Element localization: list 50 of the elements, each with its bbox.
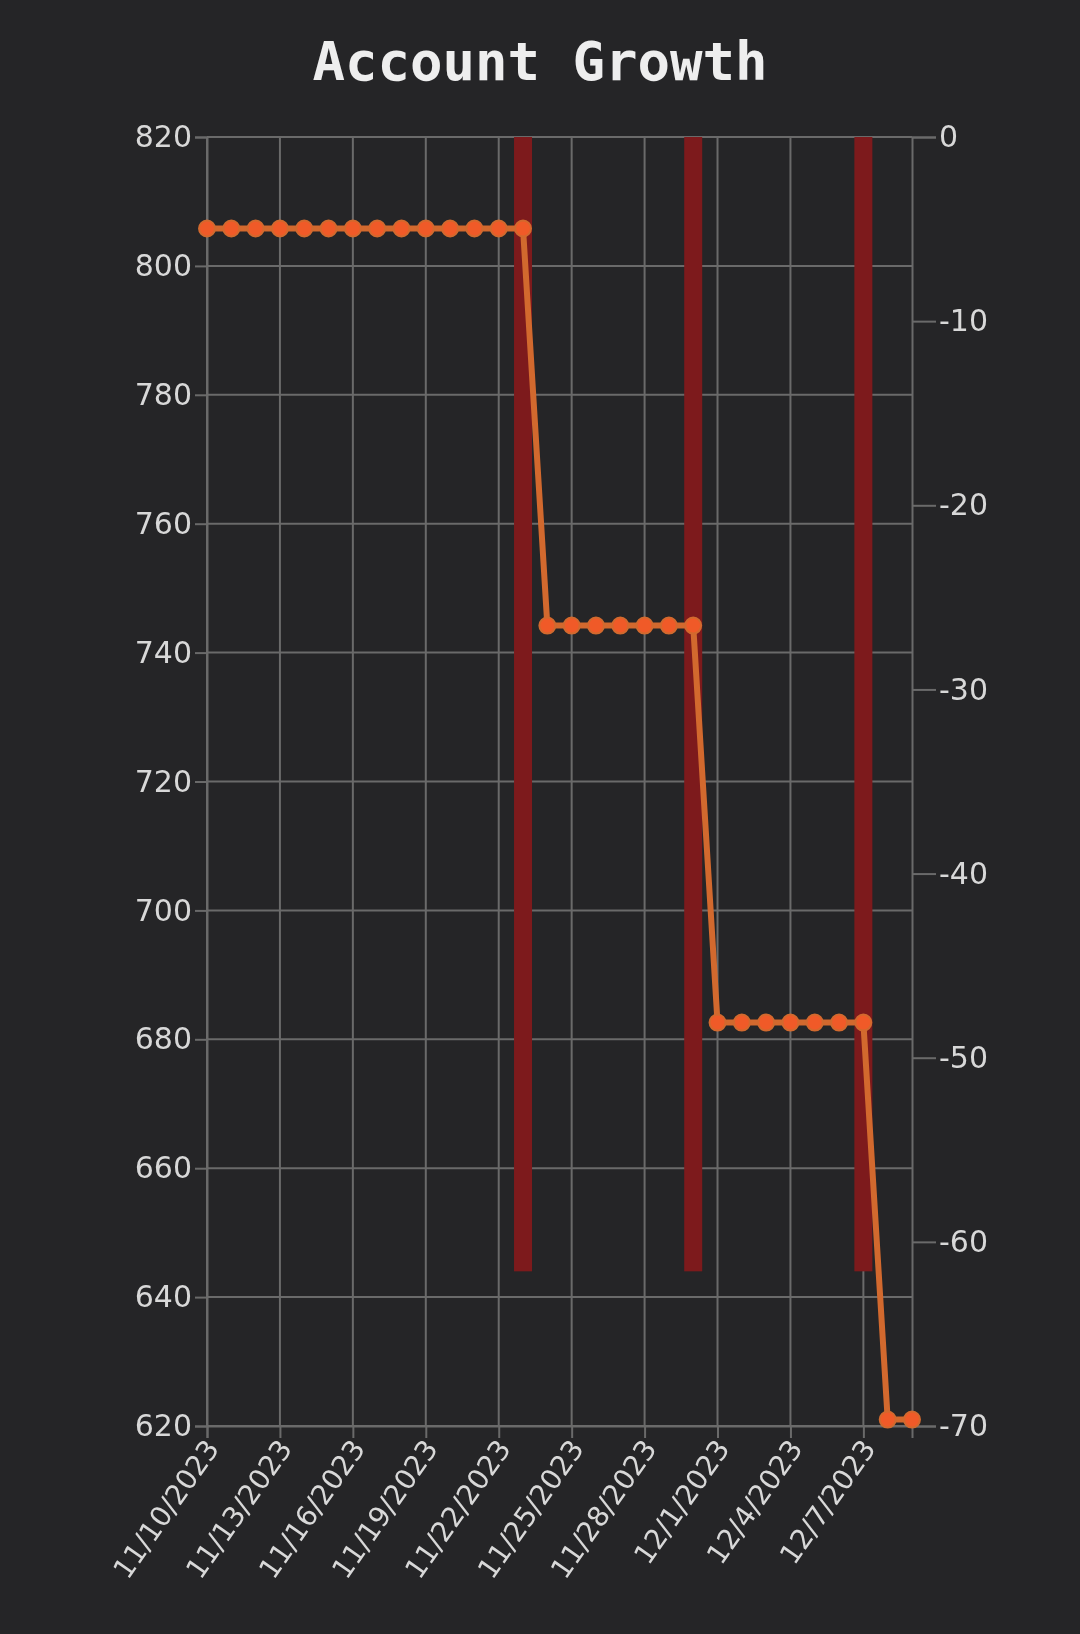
chart-title: Account Growth bbox=[312, 30, 768, 93]
y-tick-label: 740 bbox=[134, 634, 192, 670]
y-tick-label: 780 bbox=[134, 376, 192, 412]
point bbox=[465, 219, 484, 238]
y2-tick-label: 0 bbox=[939, 119, 959, 155]
point bbox=[198, 219, 216, 238]
y-tick-label: 820 bbox=[134, 119, 192, 155]
y-tick-label: 660 bbox=[134, 1150, 192, 1186]
point bbox=[732, 1013, 751, 1032]
y2-tick-label: -10 bbox=[939, 303, 988, 339]
point bbox=[586, 616, 605, 635]
point bbox=[635, 616, 654, 635]
y-tick-label: 720 bbox=[134, 763, 192, 799]
point bbox=[343, 219, 362, 238]
y2-tick-label: -30 bbox=[939, 671, 988, 707]
y2-tick-label: -20 bbox=[939, 487, 988, 523]
point bbox=[319, 219, 338, 238]
point bbox=[246, 219, 265, 238]
y2-tick-label: -50 bbox=[939, 1039, 988, 1075]
point bbox=[295, 219, 314, 238]
point bbox=[562, 616, 581, 635]
point bbox=[684, 616, 703, 635]
point bbox=[659, 616, 678, 635]
point bbox=[805, 1013, 824, 1032]
point bbox=[392, 219, 411, 238]
y-tick-label: 620 bbox=[134, 1408, 192, 1444]
point bbox=[830, 1013, 849, 1032]
point bbox=[441, 219, 460, 238]
point bbox=[878, 1410, 897, 1429]
y2-tick-label: -60 bbox=[939, 1223, 988, 1259]
point bbox=[222, 219, 241, 238]
y2-tick-label: -40 bbox=[939, 855, 988, 891]
point bbox=[368, 219, 387, 238]
point bbox=[903, 1410, 921, 1429]
y-tick-label: 680 bbox=[134, 1021, 192, 1057]
point bbox=[611, 616, 630, 635]
point bbox=[781, 1013, 800, 1032]
point bbox=[270, 219, 289, 238]
y-tick-label: 760 bbox=[134, 505, 192, 541]
y-tick-label: 700 bbox=[134, 892, 192, 928]
point bbox=[514, 219, 533, 238]
point bbox=[489, 219, 508, 238]
point bbox=[757, 1013, 776, 1032]
point bbox=[538, 616, 557, 635]
point bbox=[708, 1013, 727, 1032]
y2-tick-label: -70 bbox=[939, 1408, 988, 1444]
y-tick-label: 640 bbox=[134, 1279, 192, 1315]
point bbox=[416, 219, 435, 238]
point bbox=[854, 1013, 873, 1032]
y-tick-label: 800 bbox=[134, 248, 192, 283]
